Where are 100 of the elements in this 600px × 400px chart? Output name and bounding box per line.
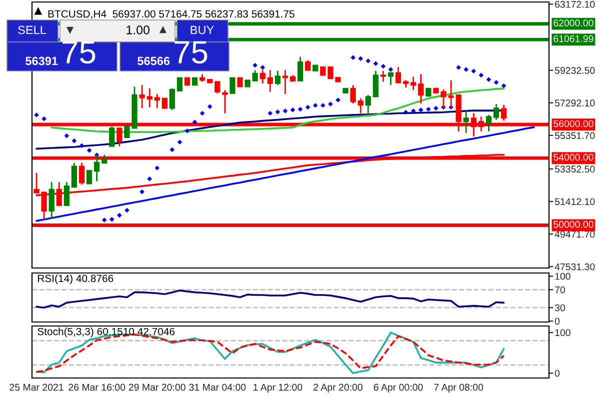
y-tick-label: 51412.10 xyxy=(554,198,595,206)
candlestick xyxy=(169,88,175,111)
y-tick-label: 100 xyxy=(555,272,570,280)
annotation: SELL xyxy=(18,26,46,34)
point xyxy=(426,106,431,112)
candlestick xyxy=(297,56,304,82)
ref-line-label: 62000.00 xyxy=(554,20,594,26)
point xyxy=(109,216,114,222)
point xyxy=(140,189,144,194)
line-series xyxy=(36,126,535,222)
point xyxy=(305,104,310,110)
y-tick-label: 70 xyxy=(555,286,565,294)
point xyxy=(478,72,484,78)
annotation: 56566 xyxy=(138,56,170,66)
point xyxy=(418,108,424,112)
candlestick xyxy=(365,94,371,114)
y-tick-label: 0 xyxy=(554,370,560,377)
annotation: 56391 xyxy=(26,56,58,66)
chart-title: Stoch(5,3,3) 60.1510 42.7046 xyxy=(38,328,175,338)
point xyxy=(320,102,326,108)
y-tick-label: 57292.10 xyxy=(554,100,595,106)
annotation: 1.00 xyxy=(126,26,150,34)
y-tick-label: 47531.30 xyxy=(554,263,595,270)
y-tick-label: 30 xyxy=(554,304,565,312)
ref-line-label: 56000.00 xyxy=(554,120,594,128)
y-tick-label: 53352.50 xyxy=(554,166,595,173)
point xyxy=(494,80,499,85)
point xyxy=(177,140,182,145)
candlestick xyxy=(94,154,100,182)
point xyxy=(170,147,175,152)
point xyxy=(275,110,280,114)
chart-title: RSI(14) 40.8766 xyxy=(38,274,114,284)
candlestick xyxy=(230,77,236,94)
candlestick xyxy=(493,103,500,121)
point xyxy=(312,102,318,108)
candlestick xyxy=(48,181,54,220)
candlestick xyxy=(395,66,402,84)
point xyxy=(471,68,476,74)
y-tick-label: 0 xyxy=(554,318,560,325)
candlestick xyxy=(372,70,378,98)
point xyxy=(252,62,258,68)
point xyxy=(192,120,198,125)
x-tick-label: 7 Apr 08:00 xyxy=(434,384,484,393)
candlestick xyxy=(71,162,78,188)
point xyxy=(464,67,469,72)
point xyxy=(102,218,107,222)
text: BTCUSD,H4 56937.00 57164.75 56237.83 56391.75 xyxy=(48,10,294,19)
candlestick xyxy=(358,98,364,114)
point xyxy=(388,67,394,72)
candlestick xyxy=(78,162,85,186)
candlestick xyxy=(86,170,92,184)
ref-line-label: 50000.00 xyxy=(554,220,594,228)
y-tick-label: 49471.70 xyxy=(554,230,595,238)
candlestick xyxy=(214,81,220,94)
candlestick xyxy=(252,69,258,82)
point xyxy=(456,65,461,70)
point xyxy=(42,116,46,122)
candlestick xyxy=(146,88,152,108)
x-tick-label: 26 Mar 16:00 xyxy=(68,384,126,391)
ref-line-label: 61061.99 xyxy=(554,35,594,42)
point xyxy=(124,208,130,213)
point xyxy=(147,176,152,182)
ref-line-label: 54000.00 xyxy=(554,154,594,161)
candlestick xyxy=(410,76,416,91)
point xyxy=(373,61,378,66)
x-tick-label: 1 Apr 12:00 xyxy=(254,384,302,393)
point xyxy=(350,55,356,60)
x-tick-label: 2 Apr 20:00 xyxy=(314,384,362,393)
candlestick xyxy=(388,72,394,86)
annotation: BUY xyxy=(190,26,214,34)
candlestick xyxy=(418,73,424,104)
point xyxy=(366,58,371,64)
candlestick xyxy=(463,109,469,134)
x-tick-label: 25 Mar 2021 xyxy=(10,384,64,391)
candlestick xyxy=(267,69,273,92)
candlestick xyxy=(162,98,168,109)
candlestick xyxy=(274,70,281,86)
annotation: 75 xyxy=(62,41,96,64)
point xyxy=(268,110,273,116)
candlestick xyxy=(64,181,70,207)
y-tick-label: 55351.70 xyxy=(554,132,595,140)
candlestick xyxy=(109,126,115,148)
candlestick xyxy=(222,89,228,114)
point xyxy=(184,128,190,134)
point xyxy=(290,108,296,112)
point xyxy=(434,106,438,111)
point xyxy=(486,77,492,82)
point xyxy=(117,212,122,218)
candlestick xyxy=(139,84,145,109)
y-tick-label: 100 xyxy=(555,329,570,336)
point xyxy=(154,166,160,170)
point xyxy=(207,104,212,109)
line-series xyxy=(36,290,505,309)
candlestick xyxy=(380,70,386,82)
candlestick xyxy=(282,69,288,95)
annotation: 75 xyxy=(174,41,208,64)
x-tick-label: 6 Apr 00:00 xyxy=(374,384,423,393)
point xyxy=(282,108,288,114)
x-tick-label: 31 Mar 04:00 xyxy=(189,384,246,391)
point xyxy=(79,143,84,148)
